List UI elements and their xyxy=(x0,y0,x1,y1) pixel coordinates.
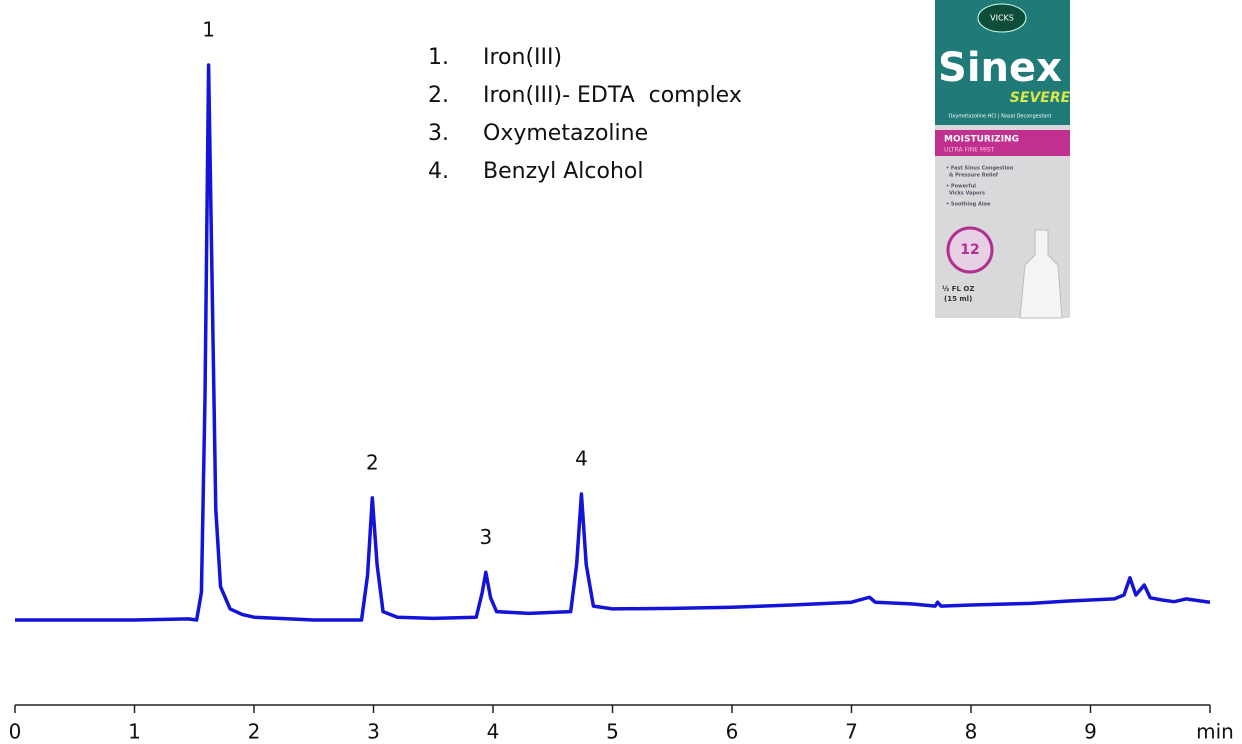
compound-number: 3. xyxy=(428,121,449,146)
x-tick-label: 9 xyxy=(1084,720,1097,744)
compound-name: Benzyl Alcohol xyxy=(483,159,643,184)
x-tick-label: 1 xyxy=(128,720,141,744)
x-tick-label: 0 xyxy=(9,720,22,744)
compound-name: Oxymetazoline xyxy=(483,121,648,146)
x-tick-label: 4 xyxy=(487,720,500,744)
x-tick-label: 3 xyxy=(367,720,380,744)
product-image: VICKS Sinex SEVERE Oxymetazoline HCl | N… xyxy=(935,0,1071,318)
compound-number: 4. xyxy=(428,159,449,184)
badge-text: 12 xyxy=(960,242,979,258)
bullet: • Powerful xyxy=(946,184,976,190)
compound-name: Iron(III) xyxy=(483,45,562,70)
x-tick-label: 6 xyxy=(726,720,739,744)
bullet: • Soothing Aloe xyxy=(946,202,991,208)
peak-label: 1 xyxy=(202,18,215,42)
variant: SEVERE xyxy=(1010,90,1071,106)
peak-label: 2 xyxy=(366,450,379,474)
size-ml: (15 ml) xyxy=(944,295,972,303)
band-text: MOISTURIZING xyxy=(944,135,1019,145)
size: ½ FL OZ xyxy=(942,285,974,293)
peak-label: 3 xyxy=(479,525,492,549)
bullet: & Pressure Relief xyxy=(949,173,999,179)
subtitle: Oxymetazoline HCl | Nasal Decongestant xyxy=(949,114,1052,120)
compound-name: Iron(III)- EDTA complex xyxy=(483,83,742,108)
peak-label: 4 xyxy=(575,447,588,471)
page: VICKS Sinex SEVERE Oxymetazoline HCl | N… xyxy=(0,0,1242,744)
x-tick-label: 8 xyxy=(965,720,978,744)
product-name: Sinex xyxy=(938,45,1062,91)
x-tick-label: 7 xyxy=(845,720,858,744)
x-tick-label: 5 xyxy=(606,720,619,744)
compound-number: 1. xyxy=(428,45,449,70)
x-axis-label: min xyxy=(1196,720,1234,744)
chart: VICKS Sinex SEVERE Oxymetazoline HCl | N… xyxy=(0,0,1242,744)
bullet: Vicks Vapors xyxy=(949,191,985,197)
compound-number: 2. xyxy=(428,83,449,108)
band-sub: ULTRA FINE MIST xyxy=(944,147,995,154)
x-tick-label: 2 xyxy=(248,720,261,744)
brand: VICKS xyxy=(990,14,1014,23)
bullet: • Fast Sinus Congestion xyxy=(946,166,1014,172)
